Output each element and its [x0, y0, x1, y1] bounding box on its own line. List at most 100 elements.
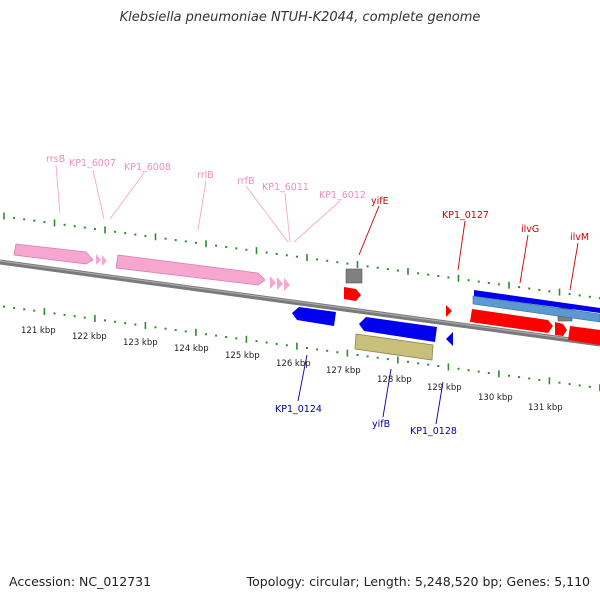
minor-tick	[376, 266, 379, 269]
feature-rrfB-1	[270, 276, 276, 289]
gene-label-KP1_6012: KP1_6012	[319, 190, 366, 201]
minor-tick	[558, 381, 561, 384]
minor-tick	[336, 261, 339, 264]
major-tick	[94, 315, 96, 323]
gene-label-KP1_6007: KP1_6007	[69, 158, 116, 169]
major-tick	[3, 212, 5, 220]
forward-leader-lines	[358, 205, 579, 291]
reverse-gene-labels: KP1_0124 yifB KP1_0128	[275, 404, 457, 437]
minor-tick	[477, 370, 480, 373]
feature-rrfB-3	[284, 278, 290, 291]
minor-tick	[235, 247, 238, 250]
minor-tick	[184, 240, 187, 243]
minor-tick	[184, 330, 187, 333]
scale-label: 127 kbp	[326, 366, 361, 376]
minor-tick	[53, 312, 56, 315]
minor-tick	[3, 305, 5, 308]
minor-tick	[477, 280, 480, 283]
feature-rrfB-2	[277, 277, 283, 290]
minor-tick	[23, 308, 26, 311]
scale-label: 128 kbp	[377, 375, 412, 385]
minor-tick	[225, 245, 228, 248]
genome-backbone	[0, 259, 600, 347]
minor-tick	[316, 348, 319, 351]
reverse-features	[292, 290, 600, 346]
minor-tick	[43, 221, 46, 224]
minor-tick	[467, 279, 470, 282]
gene-label-KP1_6011: KP1_6011	[262, 182, 309, 193]
major-tick	[558, 288, 561, 296]
gene-label-rrfB: rrfB	[237, 176, 255, 187]
major-tick	[457, 274, 460, 282]
minor-tick	[144, 234, 147, 237]
scale-label: 121 kbp	[21, 326, 56, 336]
minor-tick	[417, 272, 420, 275]
major-tick	[144, 321, 147, 329]
minor-tick	[33, 219, 36, 222]
scale-labels: 121 kbp 122 kbp 123 kbp 124 kbp 125 kbp …	[21, 326, 563, 413]
minor-tick	[265, 251, 268, 254]
minor-tick	[356, 353, 359, 356]
minor-tick	[366, 265, 369, 268]
feature-rrsB	[13, 243, 94, 265]
minor-tick	[194, 241, 197, 244]
minor-tick	[93, 228, 96, 231]
minor-tick	[528, 377, 531, 380]
minor-tick	[124, 322, 127, 325]
gene-label-KP1_0128: KP1_0128	[410, 426, 457, 437]
scale-label: 129 kbp	[427, 383, 462, 393]
major-tick	[245, 335, 248, 343]
minor-tick	[83, 226, 86, 229]
minor-tick	[255, 340, 258, 343]
minor-tick	[245, 248, 248, 251]
minor-tick	[376, 356, 379, 359]
major-tick	[508, 281, 510, 289]
minor-tick	[285, 254, 288, 257]
minor-tick	[467, 369, 470, 372]
minor-tick	[124, 232, 127, 235]
minor-tick	[336, 351, 339, 354]
minor-tick	[407, 360, 409, 363]
feature-cds-band	[472, 295, 600, 323]
minor-tick	[528, 287, 531, 290]
minor-tick	[487, 371, 490, 374]
minor-tick	[326, 349, 329, 352]
reverse-leader-lines	[297, 354, 444, 425]
minor-tick	[63, 223, 66, 226]
feature-KP1_0128	[446, 332, 453, 346]
minor-tick	[386, 268, 389, 271]
major-tick	[53, 219, 56, 227]
minor-tick	[306, 347, 308, 350]
minor-tick	[174, 329, 177, 332]
minor-tick	[215, 334, 218, 337]
gene-label-yifB: yifB	[372, 419, 390, 430]
scale-label: 126 kbp	[276, 359, 311, 369]
minor-tick	[427, 273, 430, 276]
minor-tick	[497, 283, 500, 286]
gene-label-rrsB: rrsB	[46, 154, 65, 165]
major-tick	[306, 254, 308, 262]
minor-tick	[578, 384, 581, 387]
forward-gene-labels: yifE KP1_0127 ilvG ilvM	[371, 196, 589, 243]
major-tick	[346, 349, 349, 357]
minor-tick	[366, 355, 369, 358]
gene-label-KP1_0127: KP1_0127	[442, 210, 489, 221]
minor-tick	[538, 288, 541, 291]
major-tick	[498, 370, 500, 378]
scale-label: 125 kbp	[225, 351, 260, 361]
minor-tick	[487, 281, 490, 284]
minor-tick	[427, 363, 430, 366]
minor-tick	[437, 275, 440, 278]
gene-label-rrlB: rrlB	[197, 170, 214, 181]
major-tick	[255, 247, 258, 255]
feature-yifB-cds	[359, 317, 437, 342]
minor-tick	[205, 333, 207, 336]
minor-tick	[588, 385, 591, 388]
major-tick	[43, 308, 46, 316]
minor-tick	[104, 319, 106, 322]
major-tick	[548, 377, 551, 385]
gene-label-KP1_6008: KP1_6008	[124, 162, 171, 173]
minor-tick	[83, 316, 86, 319]
minor-tick	[225, 335, 228, 338]
